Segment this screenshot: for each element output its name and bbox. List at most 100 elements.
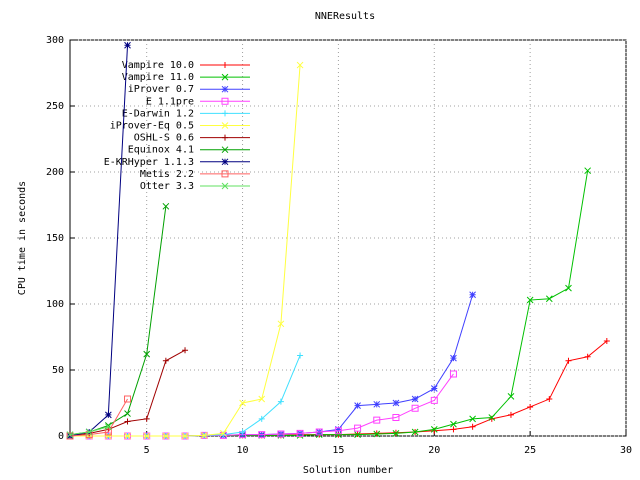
data-point <box>354 424 362 432</box>
legend-label: OSHL-S 0.6 <box>134 133 194 144</box>
y-axis-label: CPU time in seconds <box>17 181 28 295</box>
data-point <box>411 404 419 412</box>
data-point <box>296 429 304 437</box>
data-point <box>143 415 150 422</box>
data-point <box>584 167 592 175</box>
data-point <box>239 429 246 436</box>
data-point <box>354 402 361 409</box>
data-point <box>392 430 400 437</box>
x-tick-label: 5 <box>144 445 150 456</box>
series-line <box>69 398 128 437</box>
data-point <box>124 395 132 403</box>
legend-label: Metis 2.2 <box>140 169 194 180</box>
data-point <box>124 432 131 440</box>
data-point <box>239 399 246 407</box>
data-point <box>297 352 304 359</box>
legend-marker <box>222 134 228 141</box>
y-tick-label: 0 <box>58 431 64 442</box>
data-point <box>392 414 400 422</box>
data-point <box>277 430 285 438</box>
y-tick-label: 200 <box>46 167 64 178</box>
series-line <box>69 45 129 437</box>
data-point <box>392 399 400 407</box>
y-tick-label: 150 <box>46 233 64 244</box>
data-point <box>104 423 112 431</box>
legend-marker <box>221 158 229 166</box>
data-point <box>411 428 419 436</box>
data-point <box>258 395 266 403</box>
legend-label: Vampire 10.0 <box>122 60 194 71</box>
data-point <box>469 291 476 299</box>
data-point <box>450 426 457 433</box>
data-point <box>565 284 572 292</box>
data-point <box>373 416 381 424</box>
y-tick-label: 300 <box>46 35 64 46</box>
x-tick-label: 10 <box>237 445 249 456</box>
legend-label: iProver-Eq 0.5 <box>110 121 194 132</box>
data-point <box>315 428 323 436</box>
data-point <box>334 427 342 435</box>
data-point <box>200 431 208 439</box>
legend-marker <box>221 146 229 154</box>
y-tick-label: 50 <box>52 365 64 376</box>
data-point <box>430 426 438 433</box>
data-point <box>373 430 381 438</box>
legend-marker <box>221 170 229 178</box>
data-point <box>277 398 284 405</box>
data-point <box>450 354 457 362</box>
legend-marker <box>222 62 228 68</box>
data-point <box>546 396 553 403</box>
data-point <box>450 420 457 428</box>
data-point <box>85 428 93 436</box>
y-tick-label: 100 <box>46 299 64 310</box>
data-point <box>258 415 265 422</box>
legend-label: E-Darwin 1.2 <box>122 108 194 119</box>
legend-marker <box>221 182 229 190</box>
data-point <box>124 410 131 417</box>
data-point <box>162 202 170 210</box>
x-tick-label: 30 <box>620 445 632 456</box>
data-point <box>603 337 610 344</box>
data-point <box>565 357 572 364</box>
data-point <box>181 432 189 440</box>
series-line <box>70 355 301 437</box>
legend-label: E 1.1pre <box>146 96 194 107</box>
data-point <box>545 295 553 303</box>
data-point <box>143 350 151 358</box>
data-point <box>507 393 515 400</box>
legend-marker <box>222 110 228 117</box>
series-line <box>70 294 474 437</box>
x-tick-label: 20 <box>428 445 440 456</box>
data-point <box>335 431 342 439</box>
data-point <box>124 418 131 425</box>
data-point <box>200 431 208 439</box>
data-point <box>296 61 304 69</box>
data-point <box>430 396 438 404</box>
data-point <box>104 432 112 440</box>
x-axis-label: Solution number <box>303 465 393 476</box>
data-point <box>526 296 534 304</box>
legend-label: Equinox 4.1 <box>128 145 194 156</box>
legend-marker <box>221 97 229 105</box>
data-point <box>488 414 496 421</box>
series-line <box>69 206 167 436</box>
data-point <box>488 415 495 422</box>
data-point <box>335 426 342 433</box>
data-point <box>258 431 266 439</box>
data-point <box>182 347 189 354</box>
data-point <box>469 415 476 423</box>
data-point <box>220 430 227 437</box>
data-point <box>104 432 112 440</box>
data-point <box>104 411 112 419</box>
x-tick-label: 15 <box>332 445 344 456</box>
legend-label: Vampire 11.0 <box>122 72 194 83</box>
data-point <box>449 370 457 378</box>
legend-marker <box>221 73 229 81</box>
data-point <box>104 428 112 436</box>
legend-label: E-KRHyper 1.1.3 <box>104 157 194 168</box>
data-point <box>527 403 534 410</box>
data-point <box>430 385 438 392</box>
data-point <box>162 432 170 440</box>
data-point <box>143 432 151 440</box>
